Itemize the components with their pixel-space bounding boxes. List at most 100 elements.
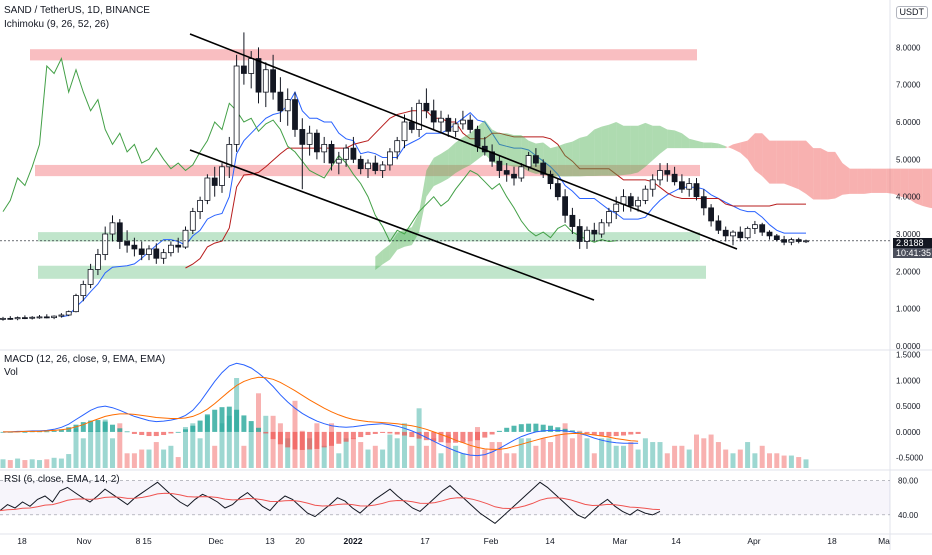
volume-bar: [621, 445, 626, 468]
volume-bar: [511, 453, 517, 468]
macd-legend: MACD (12, 26, close, 9, EMA, EMA): [4, 354, 166, 365]
volume-bar: [270, 415, 276, 468]
candle-body: [80, 283, 87, 296]
macd-hist-bar: [285, 431, 291, 448]
ichimoku-cloud-segment: [660, 125, 668, 154]
macd-hist-bar: [219, 407, 225, 432]
macd-hist-bar: [438, 431, 444, 443]
macd-hist-bar: [161, 431, 167, 436]
candle-body: [167, 244, 174, 254]
price-tick-label: 8.0000: [896, 43, 921, 52]
candle-body: [14, 317, 21, 320]
candle-body: [438, 117, 444, 123]
volume-bar: [723, 449, 729, 468]
ichimoku-cloud-segment: [667, 129, 675, 149]
volume-bar: [526, 438, 532, 468]
macd-hist-bar: [343, 431, 349, 442]
ichimoku-cloud-segment: [806, 140, 814, 200]
time-tick-label: 20: [295, 536, 305, 546]
volume-bar: [139, 449, 145, 468]
currency-badge[interactable]: USDT: [895, 6, 928, 19]
ichimoku-cloud-segment: [689, 138, 697, 149]
ichimoku-cloud-segment: [711, 142, 719, 149]
candle-body: [730, 231, 736, 237]
macd-hist-bar: [197, 420, 203, 432]
ichimoku-cloud-segment: [608, 122, 617, 176]
ichimoku-cloud-segment: [579, 136, 587, 177]
candle-body: [153, 248, 160, 259]
macd-hist-bar: [606, 431, 612, 437]
volume-bar: [708, 434, 714, 468]
volume-bar: [183, 427, 188, 468]
macd-hist-bar: [321, 431, 327, 448]
macd-hist-bar: [358, 431, 364, 438]
candle-body: [270, 69, 277, 93]
macd-hist-bar: [599, 431, 605, 437]
volume-bar: [29, 459, 35, 468]
volume-bar: [548, 442, 553, 468]
ichimoku-cloud-segment: [769, 140, 777, 184]
candle-body: [109, 222, 116, 235]
macd-hist-bar: [409, 431, 415, 438]
macd-hist-bar: [277, 431, 283, 445]
ichimoku-cloud-segment: [703, 142, 712, 149]
candle-body: [752, 224, 758, 229]
ichimoku-cloud-segment: [791, 140, 799, 190]
volume-bar: [73, 428, 79, 468]
candle-body: [204, 177, 211, 201]
ichimoku-cloud-segment: [915, 168, 923, 206]
ichimoku-cloud-segment: [827, 151, 836, 200]
volume-bar: [453, 445, 459, 468]
macd-hist-bar: [175, 431, 181, 433]
volume-bar: [409, 445, 415, 468]
countdown-label: 10:41:35: [893, 248, 932, 258]
macd-hist-bar: [307, 431, 313, 450]
volume-bar: [650, 442, 656, 468]
macd-hist-bar: [44, 431, 50, 433]
volume-bar: [153, 442, 159, 468]
ichimoku-cloud-segment: [696, 140, 704, 149]
volume-bar: [445, 434, 451, 468]
candle-body: [489, 151, 496, 162]
volume-bar: [175, 457, 181, 468]
candle-body: [584, 229, 590, 242]
macd-hist-bar: [153, 431, 159, 437]
ichimoku-cloud-segment: [587, 129, 595, 176]
volume-bar: [767, 453, 772, 468]
candle-body: [423, 102, 430, 112]
volume-bar: [577, 430, 583, 468]
macd-hist-bar: [212, 409, 218, 432]
macd-hist-bar: [526, 423, 532, 432]
candle-body: [766, 231, 773, 237]
volume-bar: [562, 423, 568, 468]
macd-hist-bar: [256, 427, 261, 432]
candle-body: [773, 235, 780, 241]
ichimoku-cloud-segment: [426, 157, 434, 197]
candle-body: [408, 121, 415, 130]
volume-bar: [336, 453, 342, 468]
ichimoku-cloud-segment: [652, 125, 660, 161]
candle-body: [642, 188, 649, 201]
ichimoku-cloud-segment: [725, 144, 733, 150]
candle-body: [219, 166, 225, 186]
volume-bar: [358, 442, 364, 468]
candle-body: [262, 69, 269, 93]
macd-hist-bar: [365, 431, 371, 436]
volume-bar: [51, 457, 57, 468]
ichimoku-cloud-segment: [747, 133, 755, 171]
macd-hist-bar: [146, 431, 152, 437]
ichimoku-cloud-segment: [514, 135, 522, 167]
ichimoku-cloud-segment: [857, 168, 865, 194]
macd-hist-bar: [248, 421, 254, 432]
candle-body: [124, 241, 130, 246]
volume-bar: [774, 453, 780, 468]
macd-hist-bar: [183, 429, 188, 432]
candle-body: [372, 162, 379, 171]
candle-body: [138, 248, 145, 255]
candle-body: [306, 132, 313, 145]
candle-body: [562, 196, 568, 216]
candle-body: [95, 254, 101, 270]
macd-hist-bar: [73, 424, 79, 432]
volume-bar: [168, 445, 174, 468]
